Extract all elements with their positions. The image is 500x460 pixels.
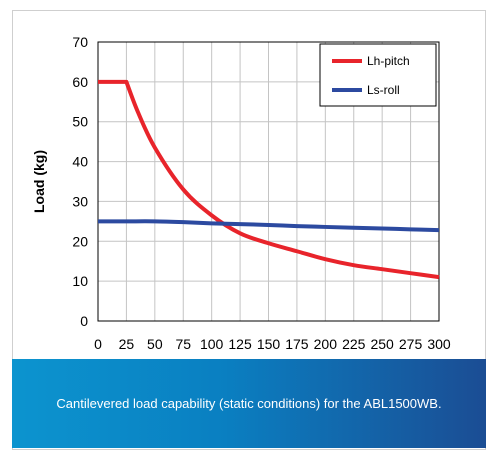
series-line-ls-roll (98, 219, 440, 233)
legend-box (319, 43, 437, 107)
legend: Lh-pitch Ls-roll (319, 43, 437, 107)
x-tick-label: 25 (119, 336, 135, 352)
x-tick-label: 0 (94, 336, 102, 352)
y-axis-label: Load (kg) (31, 150, 47, 213)
x-tick-label: 225 (342, 336, 366, 352)
legend-label: Lh-pitch (367, 54, 410, 68)
x-tick-label: 300 (427, 336, 451, 352)
y-tick-label: 20 (72, 233, 88, 249)
y-tick-label: 70 (72, 34, 88, 50)
y-axis-ticks: 0 10 20 30 40 50 60 70 (72, 34, 88, 329)
y-tick-label: 0 (80, 313, 88, 329)
x-tick-label: 100 (200, 336, 224, 352)
y-tick-label: 30 (72, 193, 88, 209)
x-axis-ticks: 0 25 50 75 100 125 150 175 200 225 250 275 300 (94, 336, 451, 352)
legend-label: Ls-roll (367, 83, 400, 97)
series-line-lh-pitch (98, 79, 440, 280)
caption-text: Cantilevered load capability (static con… (56, 396, 442, 411)
series-lines (98, 79, 440, 280)
x-tick-label: 175 (285, 336, 309, 352)
x-tick-label: 200 (314, 336, 338, 352)
y-tick-label: 60 (72, 74, 88, 90)
x-tick-label: 275 (399, 336, 423, 352)
y-tick-label: 40 (72, 154, 88, 170)
x-tick-label: 125 (228, 336, 252, 352)
y-tick-label: 50 (72, 114, 88, 130)
x-tick-label: 250 (370, 336, 394, 352)
caption-band: Cantilevered load capability (static con… (12, 359, 486, 448)
x-tick-label: 150 (257, 336, 281, 352)
y-tick-label: 10 (72, 273, 88, 289)
x-tick-label: 75 (175, 336, 191, 352)
x-tick-label: 50 (147, 336, 163, 352)
plot-frame (97, 41, 440, 322)
